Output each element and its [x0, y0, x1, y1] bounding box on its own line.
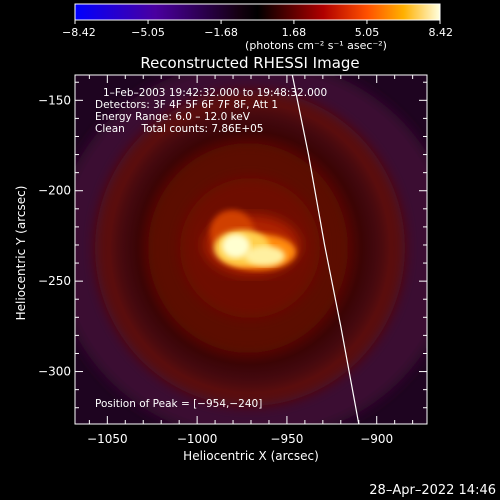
- chart-title: Reconstructed RHESSI Image: [140, 54, 359, 72]
- colorbar: [74, 3, 441, 21]
- y-axis-label: Heliocentric Y (arcsec): [14, 186, 28, 321]
- colorbar-tick-label: −5.05: [131, 26, 165, 39]
- colorbar-unit-label: (photons cm⁻² s⁻¹ asec⁻²): [245, 39, 387, 52]
- colorbar-tick-label: 5.05: [355, 26, 380, 39]
- colorbar-tick-label: −1.68: [204, 26, 238, 39]
- x-axis-label: Heliocentric X (arcsec): [183, 449, 319, 463]
- solar-limb-line: [291, 75, 360, 424]
- x-tick-label: −900: [360, 432, 393, 446]
- colorbar-tick-label: 1.68: [282, 26, 307, 39]
- colorbar-tick-label: 8.42: [429, 26, 454, 39]
- heatmap-image: [75, 75, 427, 424]
- y-tick-label: −250: [38, 274, 71, 288]
- annotation-block: 1–Feb–2003 19:42:32.000 to 19:48:32.000 …: [95, 87, 327, 135]
- y-tick-label: −150: [38, 93, 71, 107]
- annotation-time-range: 1–Feb–2003 19:42:32.000 to 19:48:32.000: [103, 87, 327, 99]
- colorbar-tick-label: −8.42: [62, 26, 96, 39]
- x-tick-label: −1050: [87, 432, 128, 446]
- annotation-energy-range: Energy Range: 6.0 – 12.0 keV: [95, 111, 251, 123]
- annotation-total-counts: Clean Total counts: 7.86E+05: [95, 123, 264, 135]
- axis-ticks: −1050 −1000 −950 −900 −150 −200 −250 −300: [38, 75, 427, 446]
- y-tick-label: −200: [38, 184, 71, 198]
- annotation-detectors: Detectors: 3F 4F 5F 6F 7F 8F, Att 1: [95, 99, 278, 111]
- colorbar-ticks: −8.42 −5.05 −1.68 1.68 5.05 8.42: [62, 20, 453, 39]
- x-tick-label: −950: [270, 432, 303, 446]
- y-tick-label: −300: [38, 365, 71, 379]
- footer-timestamp: 28–Apr–2022 14:46: [369, 483, 496, 498]
- peak-position-label: Position of Peak = [−954,−240]: [95, 398, 262, 410]
- x-tick-label: −1000: [177, 432, 218, 446]
